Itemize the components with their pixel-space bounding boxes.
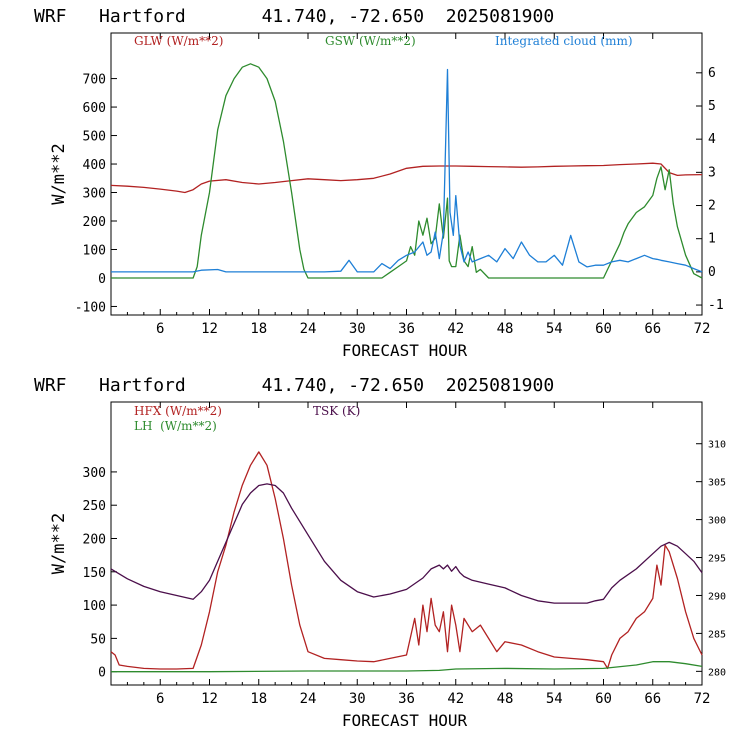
y-tick-label: 200 [83,215,106,230]
surface-flux-panel: WRF Hartford 41.740, -72.650 2025081900 6… [34,375,726,730]
y-tick-label: 400 [83,158,106,173]
y2-tick-label: 310 [708,440,726,451]
y2-tick-label: 0 [708,265,716,280]
series-line-0 [110,162,703,194]
y-tick-label: 500 [83,130,106,145]
x-axis-label: FORECAST HOUR [342,341,468,360]
y-tick-label: 150 [83,566,106,581]
y-axis-label: W/m**2 [49,143,69,204]
plot-frame [110,32,703,316]
x-tick-label: 66 [644,691,661,707]
y-tick-label: 200 [83,533,106,548]
y2-tick-label: 300 [708,516,726,527]
x-tick-label: 54 [546,691,563,707]
y2-tick-label: 3 [708,165,716,180]
y-tick-label: 100 [83,243,106,258]
x-tick-label: 54 [546,321,563,337]
legend-entry: TSK (K) [313,404,360,418]
series-line-2 [110,483,703,604]
x-tick-label: 24 [300,321,317,337]
x-tick-label: 42 [447,691,464,707]
x-tick-label: 48 [497,691,514,707]
legend-entry: Integrated cloud (mm) [495,34,633,48]
y-tick-label: 50 [90,632,106,647]
x-tick-label: 60 [595,321,612,337]
y2-tick-label: 4 [708,132,716,147]
x-tick-label: 18 [250,321,267,337]
series-line-0 [110,451,703,670]
x-tick-label: 6 [156,691,164,707]
x-tick-label: 36 [398,321,415,337]
y2-tick-label: -1 [708,298,724,313]
radiation-panel: WRF Hartford 41.740, -72.650 2025081900 6… [34,6,724,360]
x-tick-label: 18 [250,691,267,707]
series-line-2 [111,68,703,273]
x-tick-label: 30 [349,691,366,707]
y-tick-label: 100 [83,599,106,614]
x-tick-label: 66 [644,321,661,337]
y-tick-label: 700 [83,73,106,88]
y-tick-label: 0 [98,272,106,287]
x-tick-label: 12 [201,321,218,337]
legend-entry: HFX (W/m**2) [134,404,222,418]
x-tick-label: 6 [156,321,164,337]
legend-entry: GLW (W/m**2) [134,34,223,48]
plot-frame [110,401,703,686]
y-tick-label: 600 [83,101,106,116]
x-tick-label: 30 [349,321,366,337]
chart-title: WRF Hartford 41.740, -72.650 2025081900 [34,6,554,27]
x-tick-label: 60 [595,691,612,707]
y2-tick-label: 290 [708,591,726,602]
y2-tick-label: 1 [708,232,716,247]
y2-tick-label: 295 [708,554,726,565]
y2-tick-label: 2 [708,199,716,214]
x-tick-label: 72 [694,321,711,337]
y-tick-label: -100 [75,300,106,315]
y2-tick-label: 305 [708,478,726,489]
y-axis-label: W/m**2 [49,513,69,574]
chart-title: WRF Hartford 41.740, -72.650 2025081900 [34,375,554,396]
legend-entry: LH (W/m**2) [134,419,217,433]
y2-tick-label: 5 [708,99,716,114]
series-line-1 [111,63,703,279]
legend-entry: GSW (W/m**2) [325,34,416,48]
x-tick-label: 12 [201,691,218,707]
y-tick-label: 300 [83,187,106,202]
y-tick-label: 300 [83,466,106,481]
y2-tick-label: 280 [708,667,726,678]
x-axis-label: FORECAST HOUR [342,711,468,730]
x-tick-label: 72 [694,691,711,707]
y2-tick-label: 6 [708,66,716,81]
x-tick-label: 24 [300,691,317,707]
y2-tick-label: 285 [708,629,726,640]
y-tick-label: 250 [83,499,106,514]
y-tick-label: 0 [98,666,106,681]
series-line-1 [111,661,703,673]
x-tick-label: 42 [447,321,464,337]
x-tick-label: 48 [497,321,514,337]
x-tick-label: 36 [398,691,415,707]
